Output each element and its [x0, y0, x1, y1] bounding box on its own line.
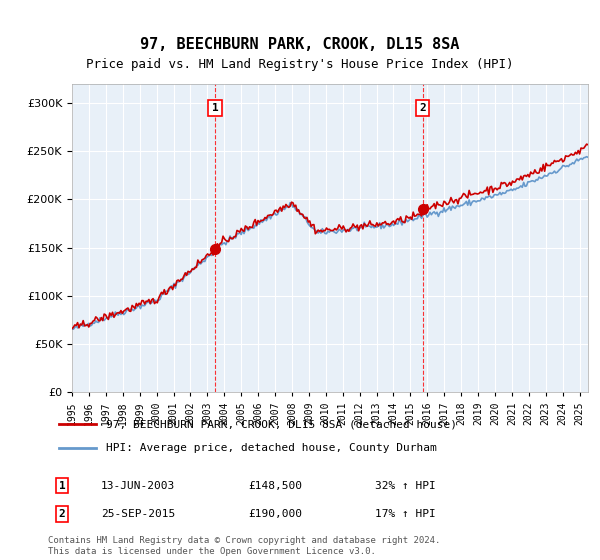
- Text: £148,500: £148,500: [248, 480, 302, 491]
- Text: 1: 1: [59, 480, 65, 491]
- Text: 1: 1: [212, 103, 218, 113]
- Text: 2: 2: [419, 103, 426, 113]
- Text: £190,000: £190,000: [248, 509, 302, 519]
- Text: 97, BEECHBURN PARK, CROOK, DL15 8SA: 97, BEECHBURN PARK, CROOK, DL15 8SA: [140, 38, 460, 52]
- Text: 32% ↑ HPI: 32% ↑ HPI: [376, 480, 436, 491]
- Text: Contains HM Land Registry data © Crown copyright and database right 2024.
This d: Contains HM Land Registry data © Crown c…: [48, 536, 440, 556]
- Text: 25-SEP-2015: 25-SEP-2015: [101, 509, 175, 519]
- Text: 2: 2: [59, 509, 65, 519]
- Text: 13-JUN-2003: 13-JUN-2003: [101, 480, 175, 491]
- Text: 17% ↑ HPI: 17% ↑ HPI: [376, 509, 436, 519]
- Text: 97, BEECHBURN PARK, CROOK, DL15 8SA (detached house): 97, BEECHBURN PARK, CROOK, DL15 8SA (det…: [106, 419, 457, 429]
- Text: HPI: Average price, detached house, County Durham: HPI: Average price, detached house, Coun…: [106, 443, 437, 453]
- Text: Price paid vs. HM Land Registry's House Price Index (HPI): Price paid vs. HM Land Registry's House …: [86, 58, 514, 71]
